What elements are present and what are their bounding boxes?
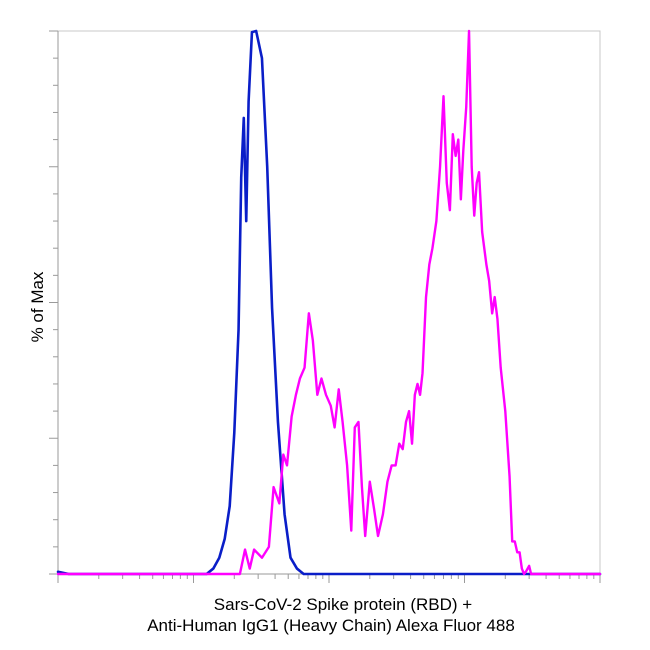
y-axis-label: % of Max [28,271,47,342]
x-axis-label-line-1: Sars-CoV-2 Spike protein (RBD) + [214,595,472,614]
x-axis-label-line-2: Anti-Human IgG1 (Heavy Chain) Alexa Fluo… [147,616,515,635]
plot-frame [57,30,601,575]
x-axis-ticks [57,574,601,583]
series-layer [56,29,602,576]
y-axis-ticks [49,30,58,575]
series-line-magenta [56,29,602,576]
series-line-blue [56,29,602,576]
